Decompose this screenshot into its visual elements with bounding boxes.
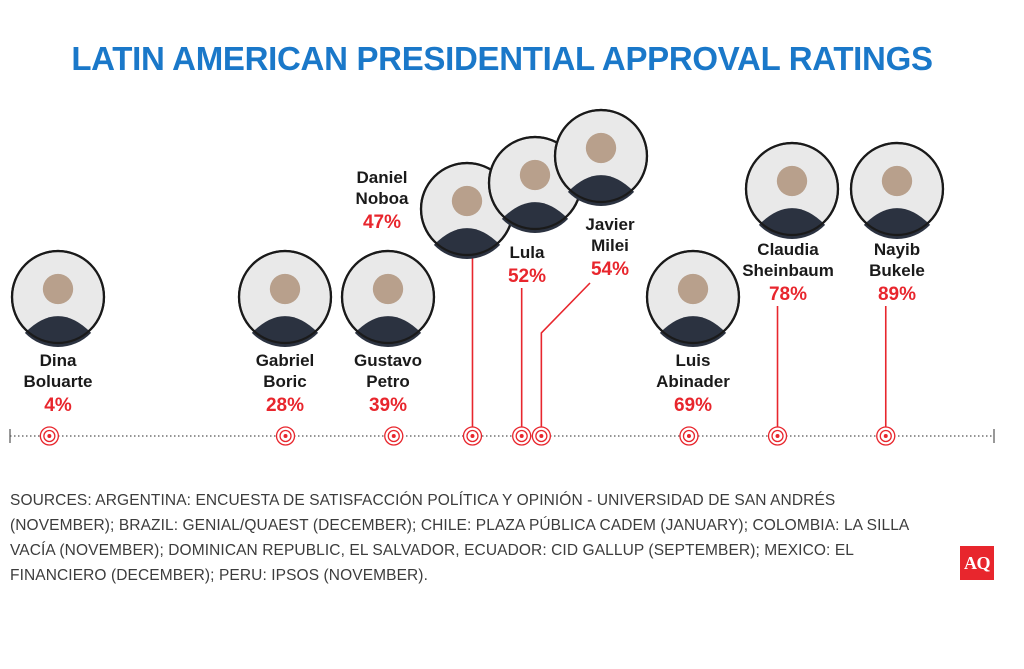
approval-timeline-chart: Dina Boluarte 4% Gabriel Boric 28% Gustavo Petr… <box>9 108 995 446</box>
connector-line <box>540 282 591 427</box>
data-point-marker <box>767 426 788 446</box>
president-name-line: Milei <box>591 236 629 255</box>
president-name-line: Bukele <box>869 261 925 280</box>
president-name-line: Dina <box>40 351 77 370</box>
data-point-marker <box>531 426 552 446</box>
president-name-line: Noboa <box>356 189 409 208</box>
portrait-photo <box>487 135 583 233</box>
portrait-photo <box>340 249 436 347</box>
portrait-photo <box>237 249 333 347</box>
approval-value-label: 28% <box>266 395 304 416</box>
aq-logo: AQ <box>960 546 994 580</box>
data-point-marker <box>39 426 60 446</box>
president-name-line: Luis <box>676 351 711 370</box>
approval-value-label: 52% <box>508 266 546 287</box>
portrait-photo <box>744 141 840 239</box>
president-name-line: Nayib <box>874 240 920 259</box>
approval-value-label: 4% <box>44 395 72 416</box>
president-name-line: Boluarte <box>24 372 93 391</box>
portrait-photo <box>645 249 741 347</box>
chart-title: LATIN AMERICAN PRESIDENTIAL APPROVAL RAT… <box>71 40 933 77</box>
sources-note: SOURCES: ARGENTINA: ENCUESTA DE SATISFAC… <box>10 492 909 584</box>
data-point-marker <box>462 426 483 446</box>
data-point-marker <box>384 426 404 446</box>
approval-value-label: 78% <box>769 284 807 305</box>
president-name-line: Gustavo <box>354 351 422 370</box>
portrait-photo <box>849 141 945 239</box>
president-name-line: Abinader <box>656 372 730 391</box>
president-name-line: Sheinbaum <box>742 261 834 280</box>
data-point-marker <box>512 426 532 446</box>
president-name-line: Petro <box>366 372 409 391</box>
portrait-photo <box>553 108 649 206</box>
president-name-line: Javier <box>585 215 635 234</box>
president-name-line: Daniel <box>356 168 407 187</box>
president-name-line: Claudia <box>757 240 819 259</box>
data-point-marker <box>679 426 699 446</box>
portrait-photo <box>10 249 106 347</box>
data-point-marker <box>275 426 296 446</box>
approval-value-label: 69% <box>674 395 712 416</box>
president-name-line: Gabriel <box>256 351 315 370</box>
approval-value-label: 39% <box>369 395 407 416</box>
approval-value-label: 47% <box>363 212 401 233</box>
president-name-line: Lula <box>510 243 545 262</box>
president-name-line: Boric <box>263 372 306 391</box>
approval-value-label: 89% <box>878 284 916 305</box>
data-point-marker <box>876 426 896 446</box>
approval-value-label: 54% <box>591 259 629 280</box>
